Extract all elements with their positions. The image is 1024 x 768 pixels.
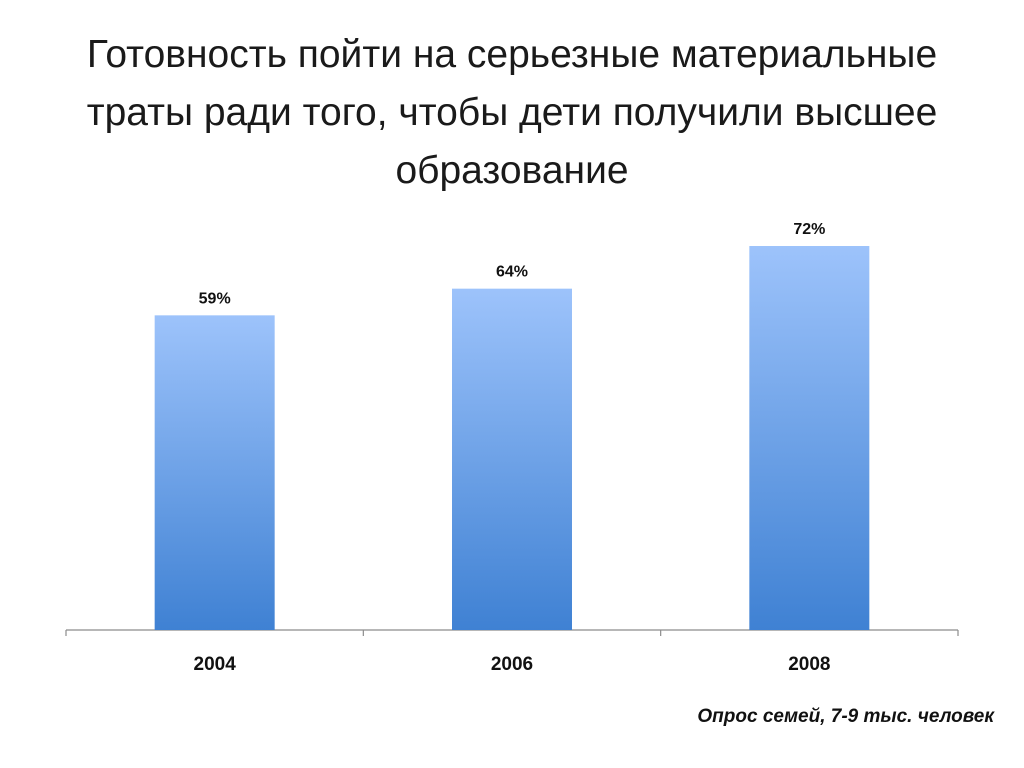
data-label-2006: 64% <box>496 264 528 281</box>
x-tick-label-2006: 2006 <box>491 654 533 675</box>
x-tick-label-2008: 2008 <box>788 654 830 675</box>
bar-2006 <box>452 288 572 630</box>
bar-2008 <box>749 246 870 630</box>
survey-note: Опрос семей, 7-9 тыс. человек <box>697 706 994 727</box>
bar-2004 <box>154 315 275 630</box>
bar-chart: 59% 2004 64% 2006 72% 2008 <box>65 221 959 675</box>
chart-title: Готовность пойти на серьезные материальн… <box>86 33 938 192</box>
data-label-2004: 59% <box>199 290 231 307</box>
x-tick-label-2004: 2004 <box>194 654 237 675</box>
data-label-2008: 72% <box>793 221 825 238</box>
